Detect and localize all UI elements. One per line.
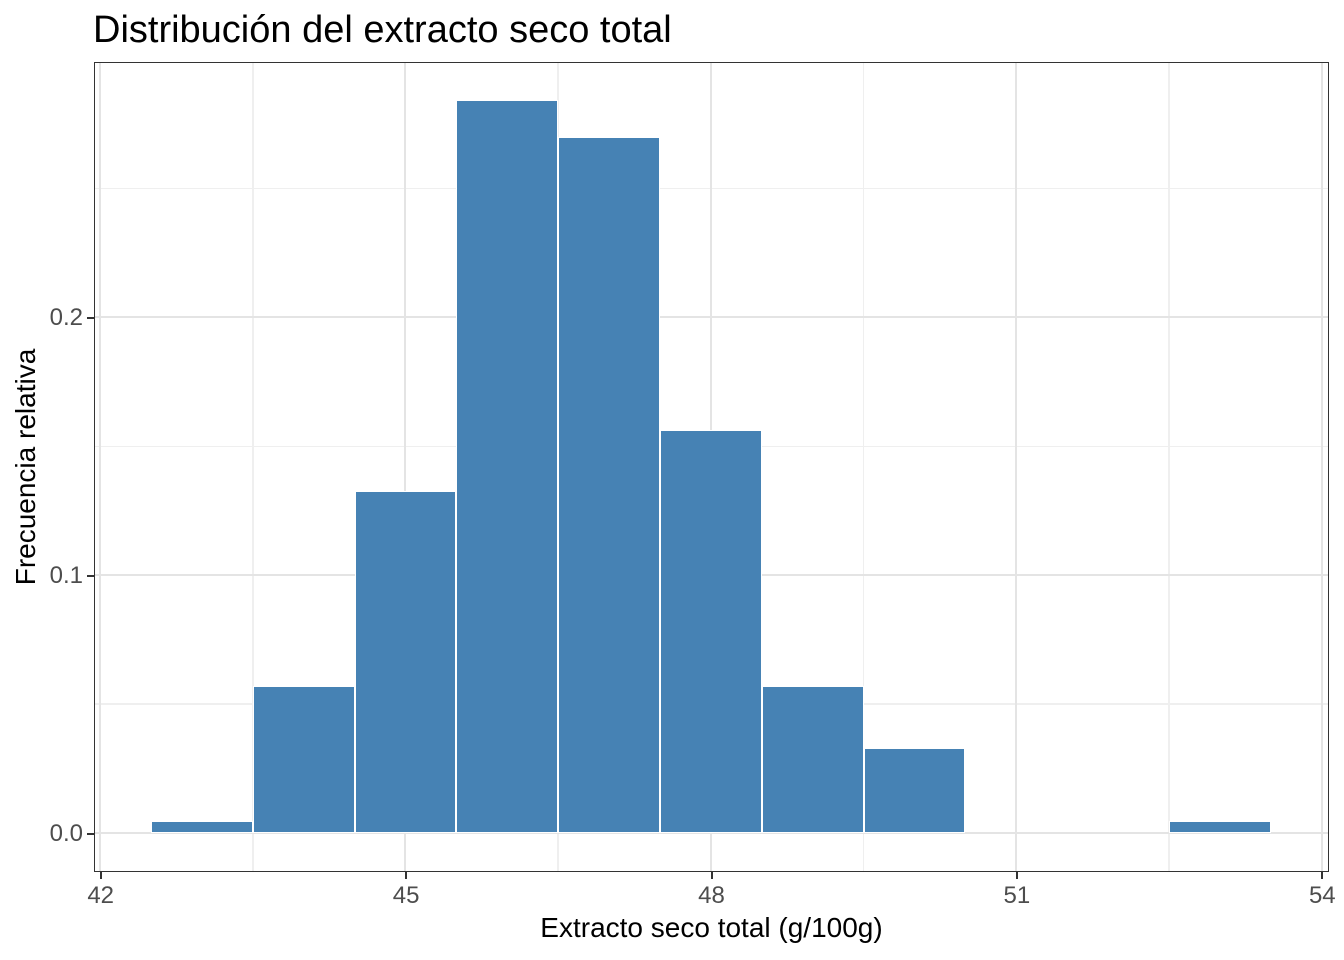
histogram-bar bbox=[456, 99, 559, 834]
chart-title: Distribución del extracto seco total bbox=[93, 9, 672, 51]
gridline-x-minor bbox=[252, 63, 254, 871]
gridline-x-minor bbox=[862, 63, 865, 871]
x-axis-tick-label: 54 bbox=[1308, 882, 1336, 909]
histogram-bar bbox=[863, 747, 966, 834]
histogram-bar bbox=[558, 136, 660, 834]
plot-panel bbox=[94, 62, 1329, 872]
histogram-bar bbox=[761, 686, 864, 834]
gridline-x-major bbox=[404, 63, 407, 871]
x-axis-tick-label: 48 bbox=[698, 882, 725, 909]
gridline-x-minor bbox=[1168, 63, 1170, 871]
y-axis-tick-label: 0.1 bbox=[49, 561, 83, 589]
x-axis-tick-mark bbox=[99, 871, 102, 879]
x-axis-tick-mark bbox=[1321, 871, 1324, 879]
gridline-x-major bbox=[99, 63, 102, 871]
y-axis-tick-mark bbox=[87, 574, 95, 577]
x-axis-tick-label: 51 bbox=[1003, 882, 1031, 909]
x-axis-title: Extracto seco total (g/100g) bbox=[540, 912, 883, 943]
gridline-x-major bbox=[1320, 63, 1323, 871]
y-axis-tick-mark bbox=[87, 316, 95, 319]
gridline-x-major bbox=[1015, 63, 1018, 871]
y-axis-title-text: Frecuencia relativa bbox=[10, 348, 41, 586]
histogram-bar bbox=[150, 821, 253, 834]
x-axis-tick-label: 45 bbox=[392, 882, 420, 909]
y-axis-tick-label: 0.0 bbox=[49, 819, 83, 847]
x-axis-tick-label: 42 bbox=[87, 882, 115, 909]
y-axis-tick-mark bbox=[87, 832, 95, 835]
histogram-bar bbox=[659, 429, 762, 834]
histogram-bar bbox=[252, 686, 355, 834]
x-axis-tick-mark bbox=[1015, 871, 1018, 879]
x-axis-tick-mark bbox=[405, 871, 408, 879]
histogram-bar bbox=[1169, 821, 1271, 834]
y-axis-tick-label: 0.2 bbox=[49, 303, 83, 331]
x-axis-tick-mark bbox=[710, 871, 713, 879]
histogram-bar bbox=[354, 490, 457, 834]
plot-panel-inner bbox=[95, 63, 1328, 871]
